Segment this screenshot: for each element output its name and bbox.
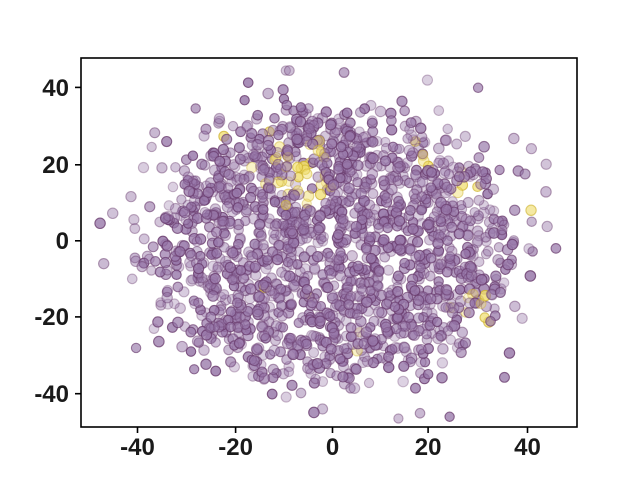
svg-text:-40: -40 — [34, 381, 69, 408]
svg-text:-40: -40 — [120, 434, 155, 461]
svg-text:20: 20 — [415, 434, 442, 461]
svg-text:-20: -20 — [34, 304, 69, 331]
svg-text:0: 0 — [326, 434, 339, 461]
svg-text:40: 40 — [514, 434, 541, 461]
svg-text:0: 0 — [56, 228, 69, 255]
svg-text:20: 20 — [42, 152, 69, 179]
svg-text:-20: -20 — [218, 434, 253, 461]
svg-text:40: 40 — [42, 75, 69, 102]
